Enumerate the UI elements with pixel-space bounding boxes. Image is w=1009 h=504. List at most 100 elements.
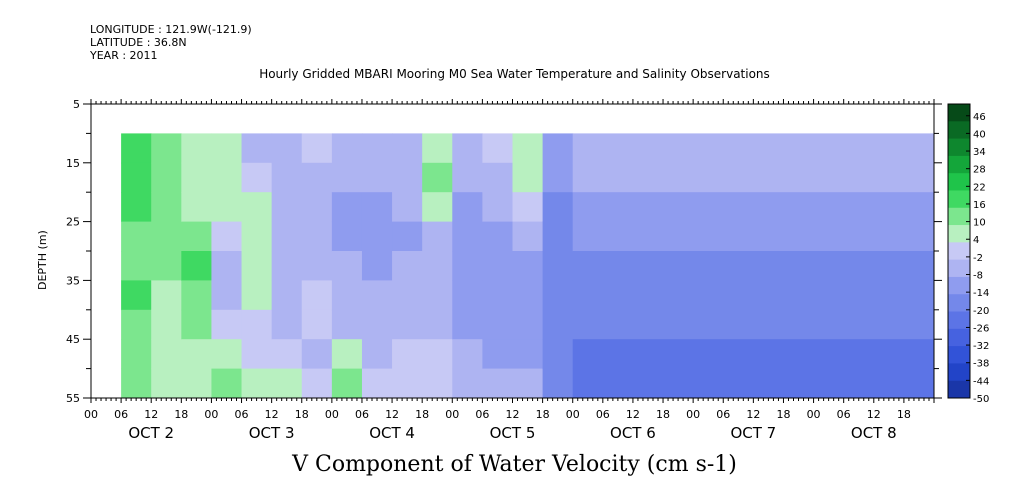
y-tick-label: 35 (66, 274, 80, 287)
field-cell (422, 221, 453, 252)
colorbar-segment (948, 346, 970, 364)
field-cell (181, 162, 212, 193)
field-cell (241, 162, 273, 193)
field-cell (271, 133, 303, 164)
x-day-label: OCT 2 (128, 424, 174, 442)
field-cell (392, 192, 423, 223)
velocity-field (91, 104, 934, 398)
field-cell (572, 221, 934, 252)
field-cell (572, 309, 934, 340)
x-tick-label: 18 (536, 408, 550, 421)
field-cell (211, 133, 243, 164)
x-tick-label: 18 (656, 408, 670, 421)
field-cell (572, 251, 934, 281)
field-cell (392, 280, 423, 311)
colorbar-segment (948, 380, 970, 399)
x-tick-label: 00 (566, 408, 580, 421)
field-cell (211, 162, 243, 193)
chart-title: Hourly Gridded MBARI Mooring M0 Sea Wate… (259, 67, 770, 81)
field-cell (452, 309, 483, 340)
field-cell (482, 368, 513, 398)
field-cell (512, 339, 544, 370)
field-cell (542, 309, 574, 340)
field-cell (572, 339, 934, 370)
field-cell (361, 221, 393, 252)
field-cell (572, 280, 934, 311)
colorbar-tick-label: -32 (973, 341, 989, 352)
field-cell (151, 192, 182, 223)
field-cell (301, 192, 333, 223)
field-cell (482, 280, 513, 311)
colorbar-tick-label: 16 (973, 200, 986, 211)
field-cell (181, 133, 212, 164)
field-cell (392, 339, 423, 370)
field-cell (542, 368, 574, 398)
field-cell (392, 309, 423, 340)
field-cell (512, 221, 544, 252)
x-tick-label: 06 (716, 408, 730, 421)
field-cell (542, 162, 574, 193)
field-cell (482, 192, 513, 223)
field-cell (482, 133, 513, 164)
colorbar-tick-label: 22 (973, 182, 986, 193)
field-cell (422, 368, 453, 398)
field-cell (361, 280, 393, 311)
field-cell (121, 309, 152, 340)
year-label: YEAR : 2011 (90, 49, 158, 62)
field-cell (241, 280, 273, 311)
field-cell (331, 368, 363, 398)
colorbar-tick-label: 46 (973, 112, 986, 123)
field-cell (422, 339, 453, 370)
field-cell (271, 339, 303, 370)
field-cell (121, 280, 152, 311)
x-tick-label: 12 (867, 408, 881, 421)
field-cell (271, 280, 303, 311)
field-cell (542, 133, 574, 164)
field-cell (512, 280, 544, 311)
field-cell (482, 221, 513, 252)
colorbar-frame (947, 103, 971, 399)
field-cell (151, 368, 182, 398)
field-cell (331, 309, 363, 340)
x-day-label: OCT 7 (730, 424, 776, 442)
field-cell (331, 339, 363, 370)
y-tick-label: 45 (66, 333, 80, 346)
field-cell (331, 162, 363, 193)
colorbar-segment (948, 207, 970, 226)
colorbar-segment (948, 104, 970, 122)
field-cell (422, 309, 453, 340)
variable-title: V Component of Water Velocity (cm s-1) (292, 452, 737, 477)
field-cell (482, 339, 513, 370)
field-cell (241, 192, 273, 223)
colorbar-tick-label: -14 (973, 288, 989, 299)
x-tick-label: 06 (596, 408, 610, 421)
field-cell (121, 162, 152, 193)
field-cell (572, 162, 934, 193)
field-cell (211, 221, 243, 252)
field-cell (211, 251, 243, 281)
colorbar-tick-label: 34 (973, 147, 986, 158)
field-cell (121, 133, 152, 164)
field-cell (422, 133, 453, 164)
x-tick-label: 18 (897, 408, 911, 421)
y-tick-label: 15 (66, 157, 80, 170)
field-cell (331, 221, 363, 252)
field-cell (151, 339, 182, 370)
field-cell (361, 251, 393, 281)
axes: 00 06 12 18 00 06 12 18 00 06 12 18 00 06 12 18 00 06 12 18… (66, 98, 942, 442)
field-cell (331, 192, 363, 223)
field-cell (331, 251, 363, 281)
field-cell (241, 368, 273, 398)
colorbar-tick-label: 4 (973, 235, 979, 246)
field-cell (301, 221, 333, 252)
field-cell (572, 368, 934, 398)
field-cell (181, 339, 212, 370)
colorbar-segment (948, 259, 970, 278)
field-cell (512, 368, 544, 398)
field-cell (361, 162, 393, 193)
x-tick-label: 00 (807, 408, 821, 421)
field-cell (181, 251, 212, 281)
field-cell (331, 280, 363, 311)
field-cell (301, 251, 333, 281)
